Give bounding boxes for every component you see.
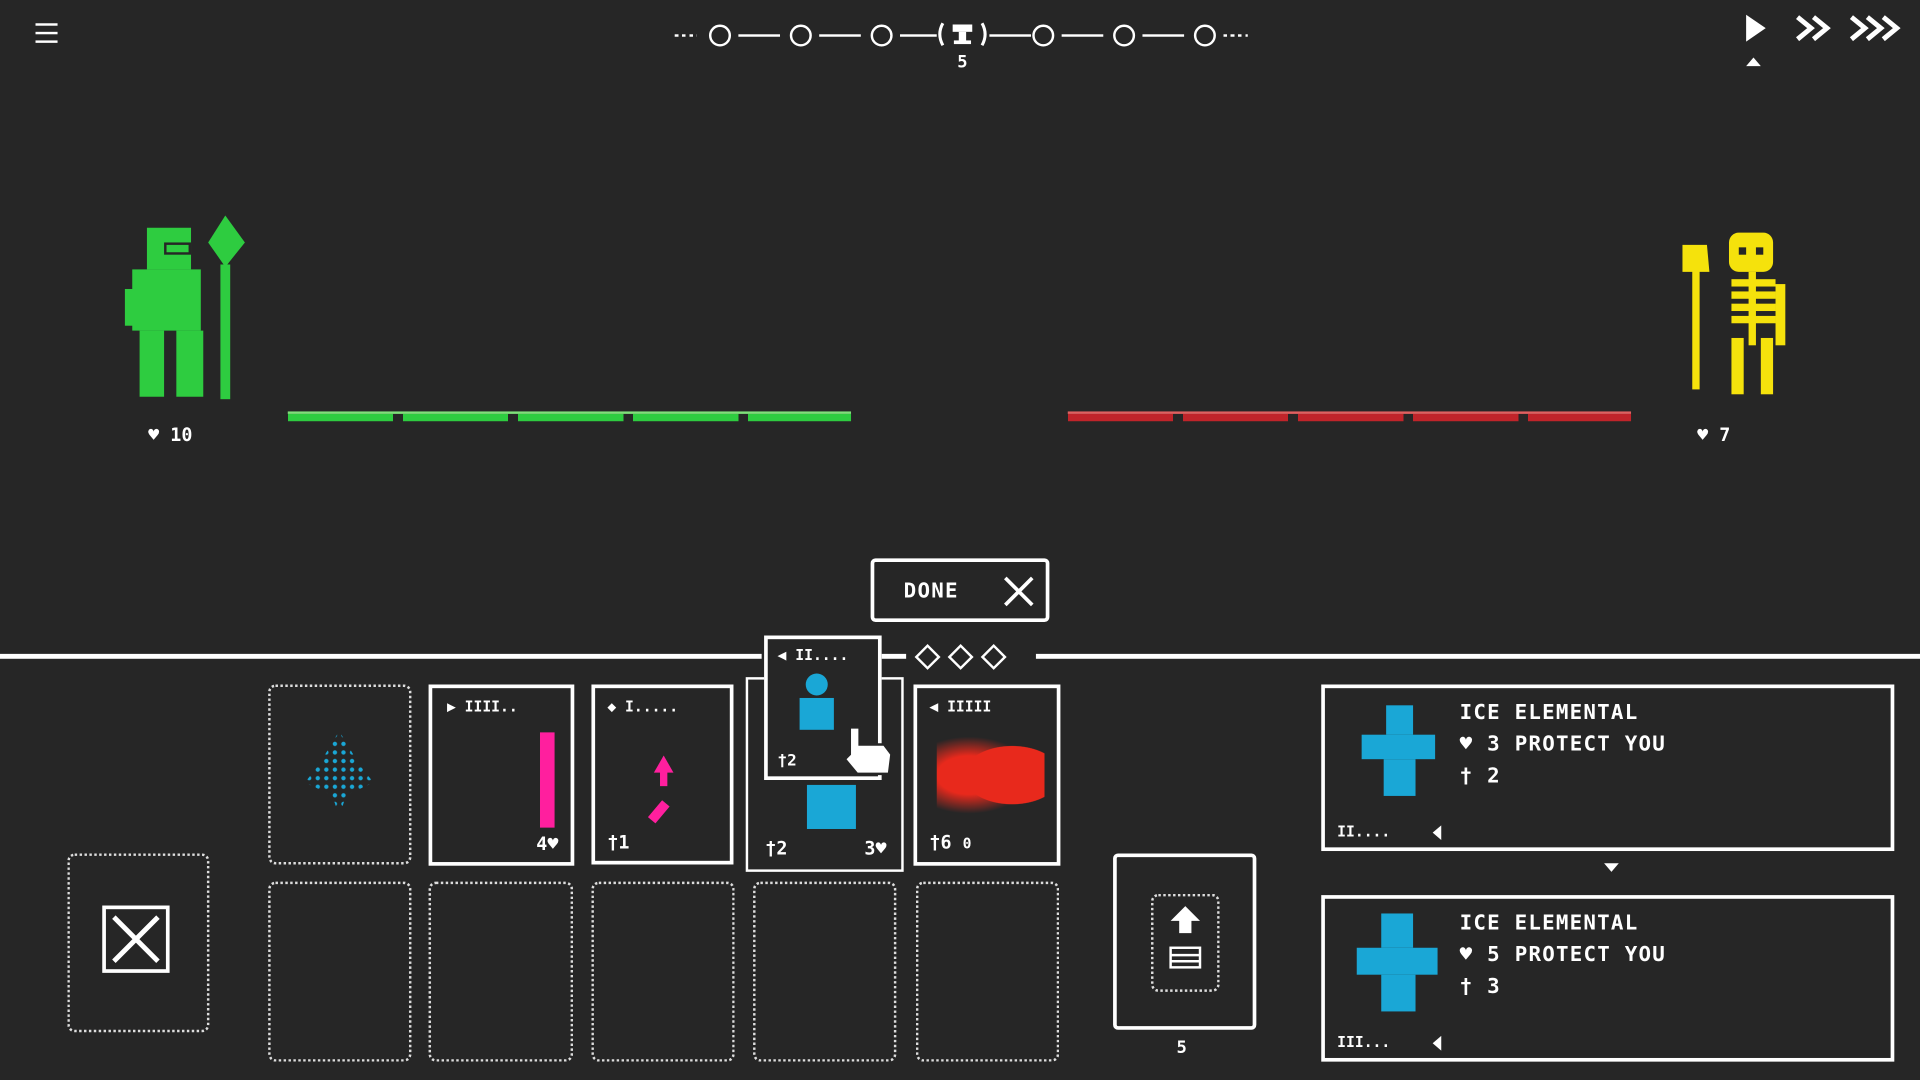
speed-selected-indicator <box>1746 57 1761 67</box>
enemy-skeleton-sprite <box>1682 232 1786 395</box>
unit-attack: 3 <box>1487 974 1501 1000</box>
unit-cost: II.... <box>1337 822 1391 841</box>
stage-node <box>1032 24 1055 47</box>
heart-icon: ♥ <box>1459 942 1474 968</box>
arrow-up-icon <box>653 755 674 773</box>
card-health: 4♥ <box>536 832 559 855</box>
sword-icon: † <box>1459 764 1474 789</box>
card-attack: †6 0 <box>929 831 972 854</box>
unit-name: ICE ELEMENTAL <box>1459 911 1639 936</box>
stage-node <box>1113 24 1136 47</box>
board-slot-5[interactable] <box>915 881 1060 1062</box>
player-health-value: 10 <box>170 423 193 446</box>
enemy-health-value: 7 <box>1719 423 1731 446</box>
sword-icon: † <box>607 831 619 854</box>
unit-health: 5 <box>1487 942 1501 968</box>
stage-node <box>789 24 812 47</box>
sword-icon: † <box>929 831 941 854</box>
enemy-health: ♥ 7 <box>1697 424 1730 446</box>
heart-icon: ♥ <box>1697 423 1709 446</box>
ice-elemental-portrait <box>1361 705 1436 803</box>
unit-name: ICE ELEMENTAL <box>1459 700 1639 725</box>
fireball-sprite <box>936 729 1045 821</box>
sword-icon: † <box>765 837 777 860</box>
hand-card-2[interactable]: ▶ IIII.. 4♥ <box>428 684 575 866</box>
fast-forward-icon[interactable] <box>1795 15 1834 42</box>
board-divider <box>0 653 762 659</box>
card-cost: ◀ IIIII <box>929 697 992 716</box>
board-slot-4[interactable] <box>753 881 897 1062</box>
hand-card-3[interactable]: ◆ I..... †1 <box>591 684 734 865</box>
ice-elemental-sprite <box>775 784 885 834</box>
crossed-cards-icon <box>102 905 170 973</box>
chevron-down-icon <box>1604 863 1619 872</box>
unit-health: 3 <box>1487 732 1501 757</box>
dagger-icon <box>647 800 670 824</box>
sword-icon: † <box>777 751 788 771</box>
player-health: ♥ 10 <box>148 424 192 446</box>
ice-elemental-portrait <box>1356 913 1438 1013</box>
hand-card-5[interactable]: ◀ IIIII †6 0 <box>913 684 1061 866</box>
fastest-forward-icon[interactable] <box>1849 15 1903 42</box>
stage-node <box>870 24 893 47</box>
arrow-up-shaft <box>660 771 668 787</box>
player-attack-lane <box>287 411 852 422</box>
heart-icon: ♥ <box>875 837 887 860</box>
stage-node <box>708 24 732 47</box>
unit-info-panel: ICE ELEMENTAL ♥ 5 PROTECT YOU † 3 III... <box>1321 895 1895 1062</box>
board-divider <box>881 653 907 659</box>
energy-diamonds <box>914 643 1014 670</box>
sword-icon: † <box>1459 974 1474 1000</box>
unit-cost: III... <box>1337 1033 1391 1051</box>
card-attack: †2 <box>765 837 788 860</box>
done-label: DONE <box>903 579 959 604</box>
stage-node <box>1193 24 1216 47</box>
arrow-left-icon <box>1432 1035 1442 1051</box>
moon-sprite <box>506 732 555 828</box>
ice-elemental-sprite <box>799 673 834 734</box>
frost-sparkle-sprite <box>304 731 374 817</box>
arrow-left-icon <box>1432 825 1442 841</box>
unit-ability: PROTECT YOU <box>1514 732 1667 757</box>
draw-deck-icon <box>1151 893 1220 992</box>
hamburger-menu-icon[interactable] <box>35 23 58 43</box>
heart-icon: ♥ <box>1459 732 1474 757</box>
board-slot-3[interactable] <box>591 881 735 1062</box>
play-icon[interactable] <box>1746 14 1766 42</box>
card-cost: ◆ I..... <box>607 697 679 716</box>
pointer-hand-cursor <box>843 726 893 776</box>
enemy-attack-lane <box>1067 411 1632 422</box>
unit-attack: 2 <box>1487 764 1501 789</box>
board-slot-2[interactable] <box>428 881 574 1062</box>
card-attack: †1 <box>607 831 630 854</box>
boss-trophy-icon <box>938 22 987 47</box>
heart-icon: ♥ <box>148 423 160 446</box>
draw-pile-count: 5 <box>1176 1038 1187 1058</box>
heart-icon: ♥ <box>547 832 559 855</box>
card-cost: ▶ IIII.. <box>446 697 518 716</box>
discard-pile[interactable] <box>67 853 210 1033</box>
crossed-swords-icon <box>1004 576 1034 607</box>
current-stage-number: 5 <box>957 52 968 73</box>
card-cost: ◀ II.... <box>777 646 849 664</box>
draw-pile[interactable] <box>1113 853 1257 1030</box>
board-slot-1[interactable] <box>268 881 412 1062</box>
unit-ability: PROTECT YOU <box>1514 942 1667 968</box>
done-button[interactable]: DONE <box>870 558 1050 623</box>
card-attack: †2 <box>777 751 797 771</box>
hand-card-1[interactable] <box>268 684 412 865</box>
board-divider <box>1035 653 1920 659</box>
unit-info-panel: ICE ELEMENTAL ♥ 3 PROTECT YOU † 2 II.... <box>1321 684 1895 852</box>
player-knight-sprite <box>124 215 245 400</box>
card-health: 3♥ <box>864 837 887 860</box>
